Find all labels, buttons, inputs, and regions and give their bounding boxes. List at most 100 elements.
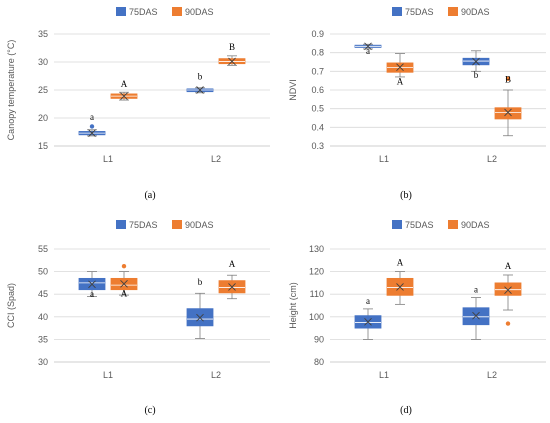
y-tick-label: 110 [310, 289, 324, 299]
legend-swatch-75DAS [116, 7, 126, 16]
box-90DAS-L2: B [494, 75, 522, 137]
significance-letter: A [397, 258, 404, 268]
box-iqr [494, 282, 522, 296]
panel-label: (a) [144, 190, 155, 201]
y-tick-label: 0.6 [311, 85, 324, 95]
significance-letter: A [505, 261, 512, 271]
y-tick-label: 0.9 [311, 29, 324, 39]
box-90DAS-L1: A [386, 258, 414, 305]
y-tick-label: 120 [309, 267, 324, 277]
y-axis-title: CCI (Spad) [6, 283, 16, 328]
mean-marker [504, 286, 512, 294]
y-axis-title: Height (cm) [288, 282, 298, 329]
outlier-point [89, 124, 95, 129]
legend-label-75DAS: 75DAS [405, 7, 434, 17]
legend-swatch-90DAS [172, 220, 182, 229]
chart-panel-2: 0.3 0.4 0.5 0.6 0.7 0.8 0.9 NDVI L1 L2 a b A B 75DAS 90… [288, 7, 546, 201]
box-90DAS-L2: A [494, 261, 522, 326]
outlier-point [505, 76, 511, 82]
significance-letter: A [229, 259, 236, 269]
significance-letter: b [198, 277, 203, 287]
mean-marker [196, 313, 204, 322]
outlier-point [505, 321, 511, 326]
x-tick-label: L2 [487, 370, 497, 380]
y-tick-label: 0.4 [311, 122, 324, 132]
significance-letter: b [474, 70, 479, 80]
legend: 75DAS 90DAS [116, 220, 214, 230]
chart-panel-4: 80 90 100 110 120 130 Height (cm) L1 L2 a a A A 75DAS… [288, 220, 546, 416]
mean-marker [396, 63, 404, 72]
legend-label-90DAS: 90DAS [185, 7, 214, 17]
y-tick-label: 30 [38, 357, 48, 367]
box-90DAS-L1: A [110, 263, 138, 298]
y-tick-label: 25 [38, 85, 48, 95]
mean-marker [196, 86, 204, 94]
outlier-point [121, 263, 127, 269]
legend: 75DAS 90DAS [392, 220, 490, 230]
significance-letter: B [229, 42, 235, 52]
legend-swatch-75DAS [392, 220, 402, 229]
legend-label-90DAS: 90DAS [461, 220, 490, 230]
y-tick-label: 30 [38, 57, 48, 67]
y-axis-title: Canopy temperature (°C) [6, 40, 16, 141]
box-90DAS-L2: B [218, 42, 246, 66]
x-tick-label: L2 [211, 154, 221, 164]
box-75DAS-L1: a [354, 42, 382, 56]
legend: 75DAS 90DAS [116, 7, 214, 17]
mean-marker [472, 311, 480, 320]
x-tick-label: L2 [211, 370, 221, 380]
significance-letter: b [198, 72, 203, 82]
significance-letter: a [474, 285, 478, 295]
y-tick-label: 15 [38, 141, 48, 151]
legend: 75DAS 90DAS [392, 7, 490, 17]
y-tick-label: 40 [38, 312, 48, 322]
y-tick-label: 130 [309, 244, 324, 254]
box-75DAS-L1: a [78, 271, 106, 299]
legend-label-75DAS: 75DAS [129, 7, 158, 17]
box-iqr [494, 107, 522, 120]
box-90DAS-L2: A [218, 259, 246, 300]
mean-marker [88, 280, 96, 289]
significance-letter: A [397, 77, 404, 87]
significance-letter: B [505, 75, 511, 85]
box-75DAS-L1: a [354, 296, 382, 340]
y-axis-title: NDVI [288, 79, 298, 101]
y-tick-label: 35 [38, 334, 48, 344]
legend-swatch-75DAS [392, 7, 402, 16]
y-tick-label: 0.8 [311, 48, 324, 58]
y-tick-label: 90 [314, 334, 324, 344]
y-tick-label: 35 [38, 29, 48, 39]
mean-marker [228, 57, 236, 66]
x-tick-label: L1 [103, 154, 113, 164]
significance-letter: A [121, 288, 128, 298]
box-75DAS-L1: a [78, 112, 106, 137]
box-75DAS-L2: b [186, 277, 214, 339]
significance-letter: a [366, 296, 370, 306]
y-tick-label: 55 [38, 244, 48, 254]
chart-panel-3: 30 35 40 45 50 55 CCI (Spad) L1 L2 a b A A 75DAS 90DAS… [6, 220, 270, 416]
mean-marker [364, 42, 372, 51]
mean-marker [88, 129, 96, 137]
y-tick-label: 0.7 [311, 66, 324, 76]
mean-marker [472, 57, 480, 66]
mean-marker [364, 317, 372, 326]
box-75DAS-L2: b [186, 72, 214, 94]
legend-label-75DAS: 75DAS [405, 220, 434, 230]
significance-letter: a [90, 289, 94, 299]
y-tick-label: 0.5 [311, 104, 324, 114]
y-tick-label: 100 [309, 312, 324, 322]
y-tick-label: 45 [38, 289, 48, 299]
x-tick-label: L1 [379, 154, 389, 164]
box-75DAS-L2: a [462, 285, 490, 340]
legend-swatch-90DAS [448, 220, 458, 229]
mean-marker [504, 108, 512, 117]
legend-swatch-90DAS [172, 7, 182, 16]
mean-marker [120, 279, 128, 288]
legend-swatch-90DAS [448, 7, 458, 16]
panel-label: (c) [144, 405, 155, 416]
significance-letter: a [366, 46, 370, 56]
significance-letter: A [121, 79, 128, 89]
x-tick-label: L2 [487, 154, 497, 164]
significance-letter: a [90, 112, 94, 122]
